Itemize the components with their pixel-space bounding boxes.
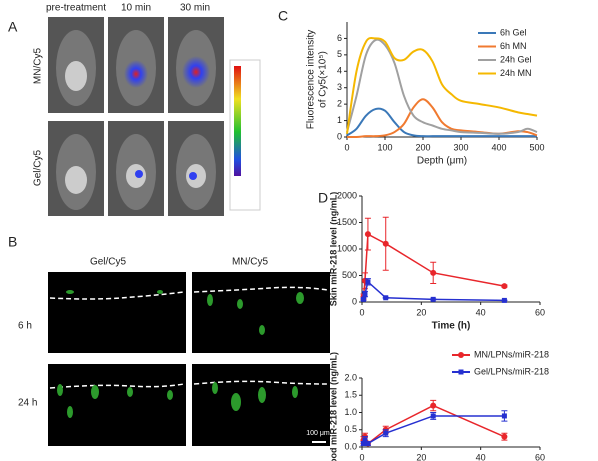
data-point — [382, 240, 389, 247]
series-line — [346, 38, 538, 135]
y-tick-label: 1500 — [337, 217, 357, 227]
column-label: 10 min — [121, 3, 151, 14]
scale-bar-label: 100 μm — [306, 430, 330, 437]
x-axis-title: Time (h) — [432, 321, 471, 332]
series-line — [346, 37, 538, 134]
row-label: 6 h — [18, 321, 32, 332]
y-axis-title: Blood miR-218 level (ng/mL) — [328, 352, 338, 461]
legend-label: 24h Gel — [500, 54, 532, 64]
x-tick-label: 100 — [377, 142, 392, 152]
x-tick-label: 300 — [453, 142, 468, 152]
y-tick-label: 0 — [337, 131, 342, 141]
y-axis-title: Fluorescence intensity — [306, 30, 317, 130]
series-line — [362, 404, 505, 445]
data-point — [501, 413, 507, 419]
x-tick-label: 20 — [416, 452, 426, 461]
y-axis-title: Skin miR-218 level (ng/mL) — [328, 192, 338, 307]
data-point — [430, 269, 437, 276]
x-tick-label: 40 — [476, 452, 486, 461]
data-point — [430, 296, 436, 302]
x-tick-label: 60 — [535, 307, 545, 317]
data-point — [364, 231, 371, 238]
series-line — [346, 107, 537, 138]
x-tick-label: 400 — [491, 142, 506, 152]
row-label: Gel/Cy5 — [33, 150, 44, 187]
panel-label: B — [8, 234, 17, 250]
y-tick-label: 2000 — [337, 190, 357, 200]
column-label: pre-treatment — [46, 3, 106, 14]
series-line — [346, 98, 538, 139]
legend-marker — [458, 369, 464, 375]
x-tick-label: 0 — [359, 452, 364, 461]
x-axis-title: Depth (μm) — [417, 156, 467, 167]
x-tick-label: 20 — [416, 307, 426, 317]
mouse-images — [48, 17, 261, 216]
column-label: Gel/Cy5 — [90, 257, 127, 268]
panel-label: A — [8, 19, 18, 35]
legend-label: 6h Gel — [500, 27, 527, 37]
data-point — [383, 430, 389, 436]
x-tick-label: 40 — [476, 307, 486, 317]
data-point — [362, 291, 368, 297]
y-tick-label: 1000 — [337, 243, 357, 253]
panel-label: C — [278, 8, 288, 24]
y-tick-label: 2.0 — [344, 372, 357, 382]
x-tick-label: 500 — [529, 142, 544, 152]
row-label: MN/Cy5 — [33, 48, 44, 85]
data-point — [365, 279, 371, 285]
column-label: MN/Cy5 — [232, 257, 269, 268]
row-label: 24 h — [18, 398, 37, 409]
data-point — [360, 296, 366, 302]
legend-marker — [458, 352, 464, 358]
y-tick-label: 4 — [337, 66, 342, 76]
y-tick-label: 2 — [337, 99, 342, 109]
data-point — [362, 437, 368, 443]
legend-label: MN/LPNs/miR-218 — [474, 349, 549, 359]
y-tick-label: 6 — [337, 33, 342, 43]
panel-label: D — [318, 190, 328, 206]
y-tick-label: 1.5 — [344, 390, 357, 400]
y-tick-label: 0.0 — [344, 441, 357, 451]
data-point — [501, 433, 508, 440]
x-tick-label: 0 — [344, 142, 349, 152]
y-axis-title: of Cy5(×10⁵) — [318, 51, 329, 108]
y-tick-label: 500 — [342, 270, 357, 280]
data-point — [501, 283, 508, 290]
microscopy-images — [48, 272, 330, 446]
x-tick-label: 200 — [415, 142, 430, 152]
legend-label: 24h MN — [500, 68, 532, 78]
data-point — [430, 402, 437, 409]
data-point — [365, 441, 371, 447]
data-point — [501, 297, 507, 303]
data-point — [430, 413, 436, 419]
x-tick-label: 0 — [359, 307, 364, 317]
y-tick-label: 1.0 — [344, 407, 357, 417]
legend-label: 6h MN — [500, 41, 527, 51]
y-tick-label: 5 — [337, 49, 342, 59]
y-tick-label: 3 — [337, 82, 342, 92]
x-tick-label: 60 — [535, 452, 545, 461]
column-label: 30 min — [180, 3, 210, 14]
y-tick-label: 0.5 — [344, 424, 357, 434]
data-point — [383, 295, 389, 301]
y-tick-label: 0 — [352, 296, 357, 306]
y-tick-label: 1 — [337, 115, 342, 125]
legend-label: Gel/LPNs/miR-218 — [474, 366, 549, 376]
